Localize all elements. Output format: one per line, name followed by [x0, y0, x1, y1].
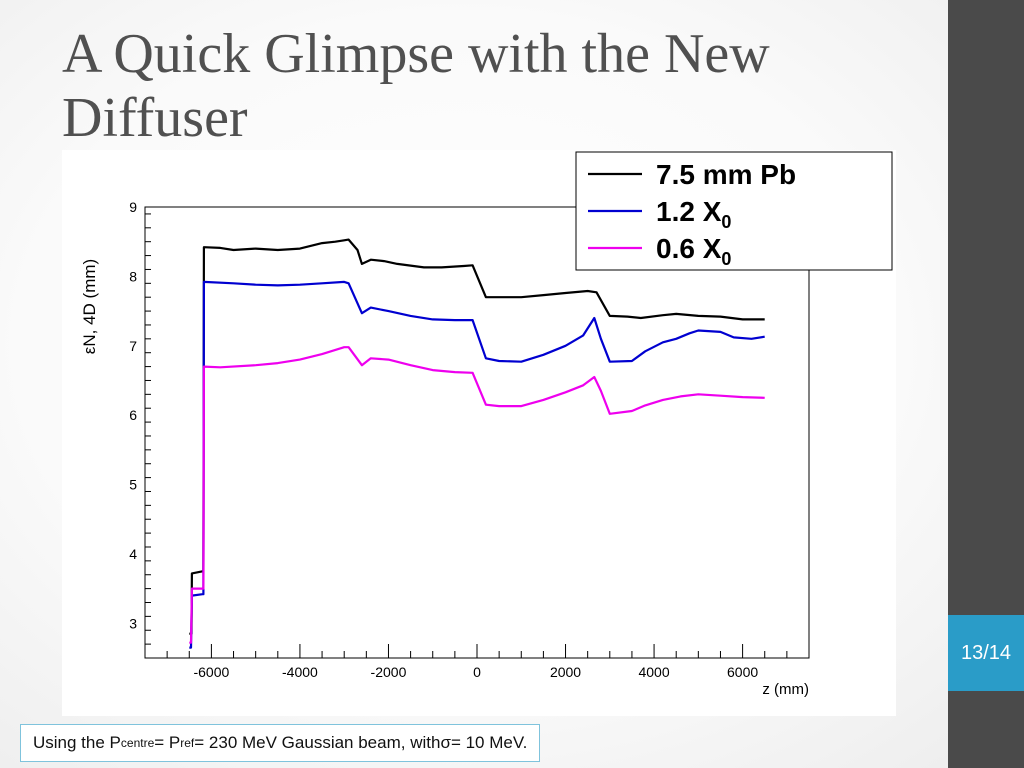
caption-text-1: Using the P — [33, 733, 121, 752]
x-tick-label: 0 — [473, 664, 481, 680]
caption-subscript-centre: centre — [120, 736, 155, 750]
x-tick-label: 2000 — [550, 664, 581, 680]
series-layer — [189, 238, 765, 649]
legend-label-3: 0.6 X0 — [656, 233, 731, 269]
y-tick-label: 9 — [129, 199, 137, 215]
x-tick-label: -4000 — [282, 664, 318, 680]
y-tick-label: 5 — [129, 477, 137, 493]
legend-label-1: 7.5 mm Pb — [656, 159, 796, 190]
legend-label-2: 1.2 X0 — [656, 196, 731, 232]
x-tick-label: -2000 — [371, 664, 407, 680]
x-tick-label: 6000 — [727, 664, 758, 680]
y-tick-label: 7 — [129, 338, 137, 354]
caption-subscript-ref: ref — [180, 736, 195, 750]
sigma-symbol: σ — [440, 733, 451, 752]
slide-title: A Quick Glimpse with the New Diffuser — [62, 23, 770, 149]
x-axis-label: z (mm) — [762, 681, 809, 698]
y-tick-label: 4 — [129, 546, 137, 562]
caption-text-4: = 10 MeV. — [450, 733, 528, 752]
x-tick-label: 4000 — [638, 664, 669, 680]
caption-text-2: = P — [154, 733, 181, 752]
series-line-3 — [189, 346, 765, 644]
legend: 7.5 mm Pb 1.2 X00.6 X0 — [575, 151, 893, 271]
chart-panel: 3 4 5 6 7 8 9 -6000 -4000 -2000 0 2000 4000 6000 z (mm… — [62, 150, 896, 716]
y-tick-label: 3 — [129, 615, 137, 631]
caption-text-3: = 230 MeV Gaussian beam, with — [194, 733, 441, 752]
y-tick-label: 6 — [129, 407, 137, 423]
series-line-2 — [189, 280, 765, 649]
series-line-1 — [189, 238, 765, 635]
x-tick-label: -6000 — [193, 664, 229, 680]
y-axis-label: εN, 4D (mm) — [80, 259, 99, 354]
page-number-badge: 13/14 — [948, 615, 1024, 691]
y-tick-label: 8 — [129, 268, 137, 284]
